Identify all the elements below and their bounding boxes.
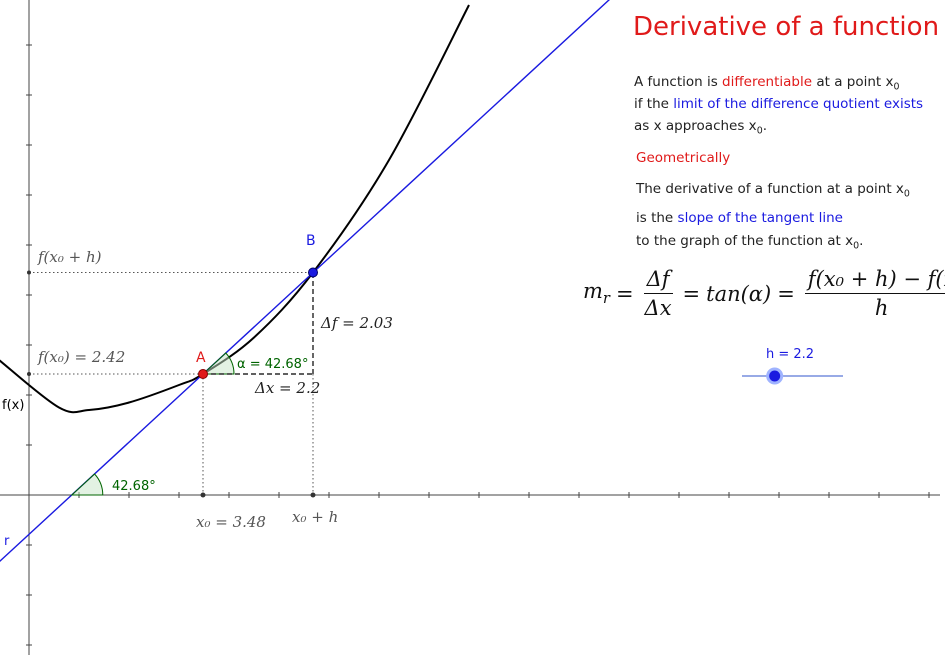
subscript-zero: 0 [903,188,910,200]
slider-knob[interactable] [766,367,784,385]
equals-sign: = [682,281,701,306]
formula-m: m [583,279,603,304]
x0-marker [200,492,206,498]
point-b[interactable] [308,267,318,278]
f-x0-h-label: f(x₀ + h) [37,248,102,266]
x0-h-label: x₀ + h [292,508,338,526]
point-a[interactable] [198,369,208,379]
subscript-zero: 0 [756,125,763,137]
text-plain: at a point x [812,74,894,90]
alpha-label: α = 42.68° [237,357,308,372]
guide-lines [27,270,316,498]
text-line-1: A function is differentiable at a point … [634,74,899,93]
slider-label: h = 2.2 [766,347,814,362]
formula-tan-alpha: tan(α) [706,281,772,306]
text-line-2: if the limit of the difference quotient … [634,96,923,112]
subscript-zero: 0 [893,81,900,93]
formula-lhs: mr [583,279,610,307]
fx-label: f(x) [2,398,24,413]
f-x0-label: f(x₀) = 2.42 [37,348,125,366]
f-x0-h-marker [27,270,31,275]
text-plain: as x approaches x [634,118,757,134]
point-a-label: A [196,350,206,366]
axis-angle-label: 42.68° [112,479,156,494]
x0-h-marker [310,492,316,498]
slope-term: slope of the tangent line [677,210,843,226]
fraction-difference-quotient: f(x₀ + h) − f(x h [804,267,945,320]
text-plain: if the [634,96,674,112]
text-line-4: The derivative of a function at a point … [636,181,910,200]
text-plain: A function is [634,74,723,90]
text-plain: The derivative of a function at a point … [636,181,904,197]
differentiable-term: differentiable [722,74,813,90]
text-line-5: is the slope of the tangent line [636,210,843,226]
text-plain: . [762,118,767,134]
formula-sub-r: r [602,290,610,308]
equals-sign: = [777,281,795,306]
text-plain: . [859,233,864,249]
limit-term: limit of the difference quotient exists [673,96,924,112]
delta-f-label: Δf = 2.03 [320,314,393,332]
fraction-numerator: f(x₀ + h) − f(x [804,267,945,294]
alpha-angle-arc [201,352,235,375]
text-plain: is the [636,210,678,226]
fraction-denominator: h [874,296,889,320]
equals-sign: = [615,281,634,306]
fraction-numerator: Δf [643,267,673,294]
text-line-6: to the graph of the function at x0. [636,233,863,252]
subscript-zero: 0 [853,240,860,252]
f-x0-marker [27,372,31,376]
text-plain: to the graph of the function at x [636,233,854,249]
x0-label: x₀ = 3.48 [196,513,266,531]
page-title: Derivative of a function [633,12,940,42]
geometrically-heading: Geometrically [636,150,731,166]
text-line-3: as x approaches x0. [634,118,767,137]
axis-angle-arc [70,473,104,496]
fraction-denominator: Δx [644,296,672,320]
fraction-df-dx: Δf Δx [643,267,673,320]
delta-x-label: Δx = 2.2 [254,379,320,397]
slope-formula: mr = Δf Δx = tan(α) = f(x₀ + h) − f(x h [583,267,945,320]
tangent-label: r [4,534,10,549]
point-b-label: B [306,233,316,249]
